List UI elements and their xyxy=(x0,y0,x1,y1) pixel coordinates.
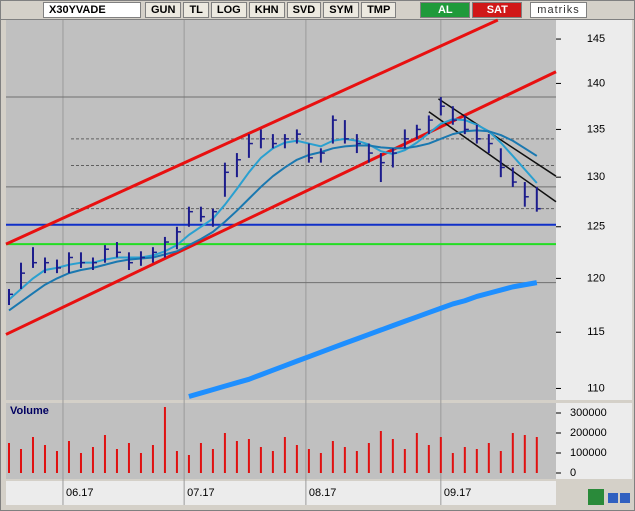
price-panel xyxy=(6,20,556,400)
volume-title: Volume xyxy=(10,405,49,417)
y-tick-label: 300000 xyxy=(570,407,607,419)
volume-bar xyxy=(199,443,202,473)
volume-bar xyxy=(211,449,214,473)
y-tick-label: 130 xyxy=(587,171,605,183)
volume-bar xyxy=(7,443,10,473)
y-tick-label: 140 xyxy=(587,77,605,89)
volume-bar xyxy=(139,453,142,473)
x-tick-label: 07.17 xyxy=(187,487,215,499)
volume-bar xyxy=(103,435,106,473)
volume-bar xyxy=(43,445,46,473)
volume-bar xyxy=(235,441,238,473)
scroll-left[interactable] xyxy=(608,493,618,503)
y-tick-label: 0 xyxy=(570,467,576,479)
symbol-box[interactable]: X30YVADE xyxy=(43,2,141,18)
volume-bar xyxy=(439,437,442,473)
volume-bar xyxy=(175,451,178,473)
volume-bar xyxy=(127,443,130,473)
toolbar-button[interactable]: SVD xyxy=(286,2,322,18)
x-tick-label: 09.17 xyxy=(444,487,472,499)
volume-bar xyxy=(427,445,430,473)
volume-bar xyxy=(415,433,418,473)
volume-bar xyxy=(343,447,346,473)
y-tick-label: 200000 xyxy=(570,427,607,439)
volume-axis xyxy=(556,403,632,479)
y-tick-label: 120 xyxy=(587,272,605,284)
volume-bar xyxy=(463,447,466,473)
volume-bar xyxy=(91,447,94,473)
buy-button[interactable]: AL xyxy=(420,2,471,18)
volume-bar xyxy=(535,437,538,473)
volume-bar xyxy=(379,431,382,473)
volume-bar xyxy=(19,449,22,473)
refresh-icon[interactable] xyxy=(588,489,604,505)
moving-average xyxy=(188,280,538,399)
y-tick-label: 135 xyxy=(587,123,605,135)
trend-line xyxy=(438,98,557,177)
y-tick-label: 125 xyxy=(587,221,605,233)
toolbar: X30YVADE GUN TL LOG KHN SVD SYM TMP AL S… xyxy=(1,1,634,20)
y-tick-label: 115 xyxy=(587,326,605,338)
volume-bar xyxy=(115,449,118,473)
volume-panel xyxy=(6,403,556,479)
volume-bar xyxy=(331,441,334,473)
toolbar-button[interactable]: SYM xyxy=(323,2,360,18)
trend-line xyxy=(5,18,499,246)
volume-bar xyxy=(151,445,154,473)
volume-bar xyxy=(391,439,394,473)
x-tick-label: 08.17 xyxy=(309,487,337,499)
scroll-right[interactable] xyxy=(620,493,630,503)
volume-bar xyxy=(163,407,166,473)
toolbar-button[interactable]: LOG xyxy=(210,2,247,18)
toolbar-button[interactable]: KHN xyxy=(248,2,285,18)
x-tick-label: 06.17 xyxy=(66,487,94,499)
sell-button[interactable]: SAT xyxy=(472,2,523,18)
volume-bar xyxy=(295,445,298,473)
toolbar-button[interactable]: GUN xyxy=(145,2,182,18)
y-tick-label: 100000 xyxy=(570,447,607,459)
volume-bar xyxy=(355,451,358,473)
volume-bar xyxy=(367,443,370,473)
volume-bar xyxy=(79,453,82,473)
volume-bar xyxy=(475,449,478,473)
volume-bar xyxy=(451,453,454,473)
brand: matriks xyxy=(530,2,587,18)
toolbar-button[interactable]: TL xyxy=(183,2,209,18)
y-tick-label: 110 xyxy=(587,382,605,394)
volume-bar xyxy=(523,435,526,473)
volume-bar xyxy=(403,449,406,473)
volume-bar xyxy=(487,443,490,473)
volume-bar xyxy=(259,447,262,473)
volume-bar xyxy=(283,437,286,473)
volume-bar xyxy=(187,455,190,473)
trend-line xyxy=(428,111,557,203)
volume-bar xyxy=(55,451,58,473)
moving-average xyxy=(8,118,538,301)
y-tick-label: 145 xyxy=(587,33,605,45)
volume-bar xyxy=(499,451,502,473)
volume-bar xyxy=(271,451,274,473)
volume-bar xyxy=(511,433,514,473)
price-axis xyxy=(556,20,632,400)
volume-bar xyxy=(319,453,322,473)
volume-bar xyxy=(31,437,34,473)
toolbar-button[interactable]: TMP xyxy=(361,2,397,18)
moving-average xyxy=(8,129,538,312)
volume-bar xyxy=(307,449,310,473)
volume-bar xyxy=(223,433,226,473)
date-axis xyxy=(6,481,556,505)
volume-bar xyxy=(67,441,70,473)
volume-bar xyxy=(247,439,250,473)
